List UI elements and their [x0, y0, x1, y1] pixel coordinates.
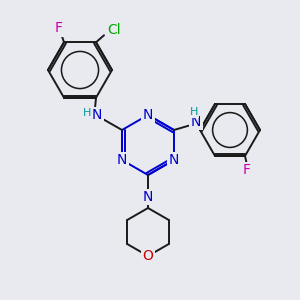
Text: O: O — [142, 249, 153, 263]
Text: N: N — [143, 190, 153, 204]
Text: Cl: Cl — [107, 23, 121, 37]
Text: N: N — [92, 108, 102, 122]
Text: F: F — [55, 21, 63, 35]
Text: F: F — [243, 163, 251, 177]
Text: H: H — [83, 108, 91, 118]
Text: N: N — [169, 153, 179, 167]
Text: H: H — [190, 107, 198, 117]
Text: N: N — [143, 108, 153, 122]
Text: N: N — [191, 115, 201, 129]
Text: N: N — [117, 153, 127, 167]
